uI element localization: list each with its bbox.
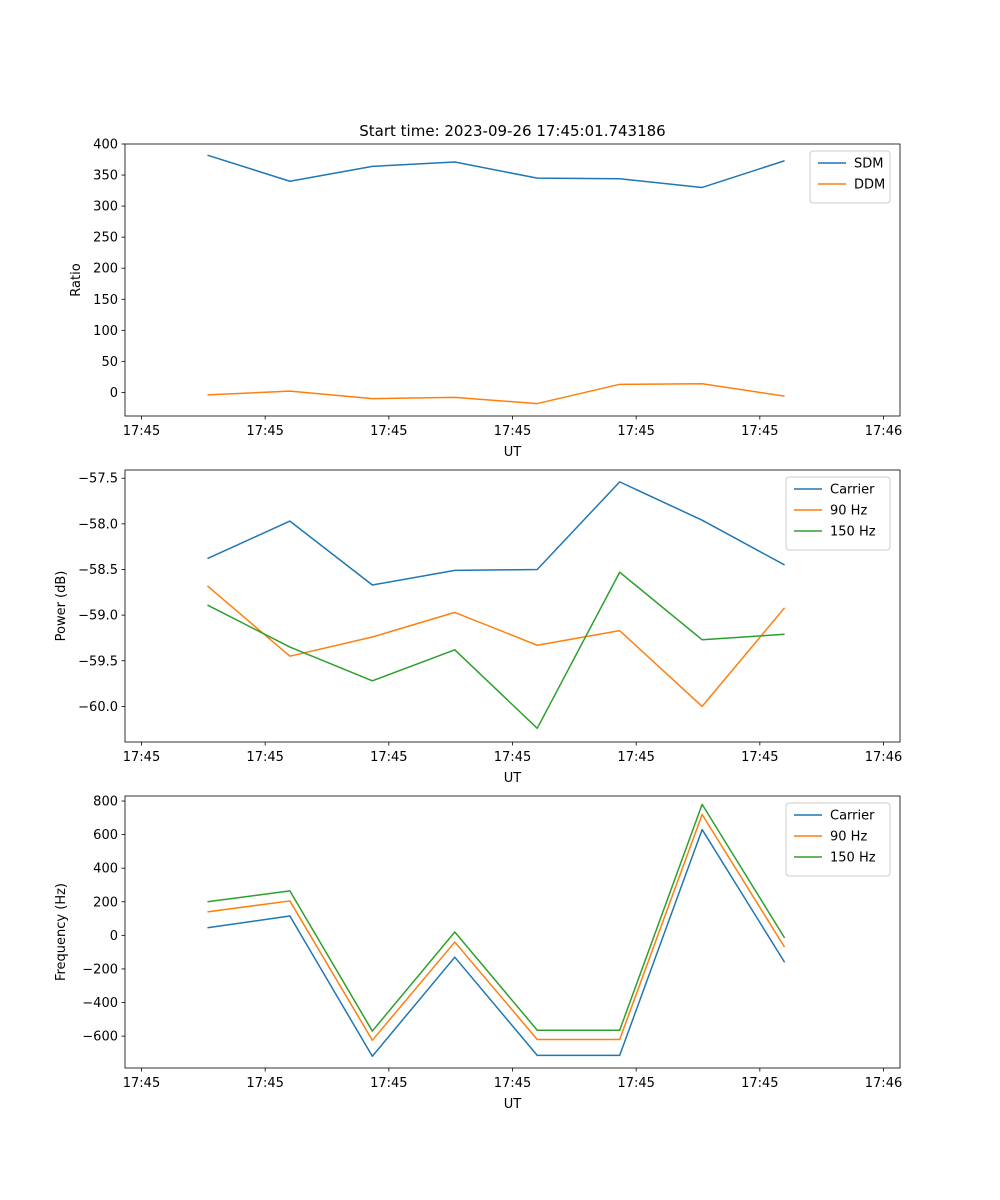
y-tick-label: 0 xyxy=(110,929,118,944)
legend-label: Carrier xyxy=(830,483,875,498)
legend: SDM DDM xyxy=(809,150,891,204)
series-line-carrier xyxy=(207,481,785,586)
y-tick-label: 800 xyxy=(93,795,118,810)
y-tick-label: 600 xyxy=(93,828,118,843)
y-tick-label: −59.0 xyxy=(78,609,118,624)
series-line-150-hz xyxy=(207,803,786,1032)
legend-label: SDM xyxy=(854,157,883,172)
x-tick-label: 17:45 xyxy=(617,1076,654,1091)
x-tick-label: 17:45 xyxy=(617,750,654,765)
x-tick-label: 17:45 xyxy=(494,1076,531,1091)
y-tick-label: −200 xyxy=(82,962,118,977)
figure-title: Start time: 2023-09-26 17:45:01.743186 xyxy=(359,122,665,140)
y-tick-label: −57.5 xyxy=(78,472,118,487)
y-tick-label: 350 xyxy=(93,169,118,184)
series-line-90-hz xyxy=(207,813,786,1042)
x-tick-label: 17:45 xyxy=(370,750,407,765)
y-tick-label: −60.0 xyxy=(78,700,118,715)
legend-label: Carrier xyxy=(830,809,875,824)
axes-frame xyxy=(124,143,901,417)
x-tick-label: 17:45 xyxy=(494,750,531,765)
legend-label: 90 Hz xyxy=(830,504,867,519)
x-tick-label: 17:45 xyxy=(370,1076,407,1091)
legend-box xyxy=(809,150,891,204)
x-tick-label: 17:45 xyxy=(494,424,531,439)
legend-label: 90 Hz xyxy=(830,830,867,845)
x-tick-label: 17:45 xyxy=(246,424,283,439)
series-line-sdm xyxy=(207,154,785,189)
axes-frame xyxy=(124,795,901,1069)
x-tick-label: 17:45 xyxy=(246,750,283,765)
legend: Carrier 90 Hz 150 Hz xyxy=(785,802,891,877)
y-axis-label: Ratio xyxy=(69,263,84,296)
x-tick-label: 17:45 xyxy=(741,1076,778,1091)
x-tick-label: 17:45 xyxy=(741,750,778,765)
y-tick-label: 300 xyxy=(93,200,118,215)
y-tick-label: 100 xyxy=(93,324,118,339)
series-line-150-hz xyxy=(207,571,785,730)
legend: Carrier 90 Hz 150 Hz xyxy=(785,476,891,551)
x-tick-label: 17:45 xyxy=(123,750,160,765)
y-tick-label: 0 xyxy=(110,386,118,401)
x-tick-label: 17:46 xyxy=(865,750,902,765)
x-axis-label: UT xyxy=(504,771,522,786)
y-tick-label: 200 xyxy=(93,895,118,910)
x-tick-label: 17:46 xyxy=(865,1076,902,1091)
y-axis-label: Frequency (Hz) xyxy=(54,883,69,981)
y-tick-label: 250 xyxy=(93,231,118,246)
x-tick-label: 17:45 xyxy=(123,1076,160,1091)
y-tick-label: 400 xyxy=(93,138,118,153)
chart-panel-1: 17:45 17:45 17:45 17:45 17:45 17:45 17:46 0 50 10… xyxy=(69,138,902,461)
y-tick-label: −58.0 xyxy=(78,517,118,532)
x-tick-label: 17:45 xyxy=(123,424,160,439)
x-tick-label: 17:45 xyxy=(370,424,407,439)
x-tick-label: 17:45 xyxy=(741,424,778,439)
y-tick-label: −600 xyxy=(82,1030,118,1045)
series-line-carrier xyxy=(207,828,786,1057)
legend-label: DDM xyxy=(854,178,885,193)
legend-label: 150 Hz xyxy=(830,851,876,866)
x-axis-label: UT xyxy=(504,1097,522,1112)
y-tick-label: 400 xyxy=(93,862,118,877)
chart-panel-3: 17:45 17:45 17:45 17:45 17:45 17:45 17:46 −600 −… xyxy=(54,795,902,1112)
y-tick-label: −58.5 xyxy=(78,563,118,578)
legend-label: 150 Hz xyxy=(830,525,876,540)
axes-frame xyxy=(124,469,901,743)
y-tick-label: 200 xyxy=(93,262,118,277)
chart-panel-2: 17:45 17:45 17:45 17:45 17:45 17:45 17:46 −60.0… xyxy=(54,469,902,786)
x-tick-label: 17:45 xyxy=(246,1076,283,1091)
y-tick-label: 150 xyxy=(93,293,118,308)
y-tick-label: 50 xyxy=(101,355,118,370)
x-axis-label: UT xyxy=(504,445,522,460)
x-tick-label: 17:46 xyxy=(865,424,902,439)
y-tick-label: −59.5 xyxy=(78,654,118,669)
y-axis-label: Power (dB) xyxy=(54,571,69,642)
y-tick-label: −400 xyxy=(82,996,118,1011)
series-line-ddm xyxy=(207,382,785,405)
x-tick-label: 17:45 xyxy=(617,424,654,439)
